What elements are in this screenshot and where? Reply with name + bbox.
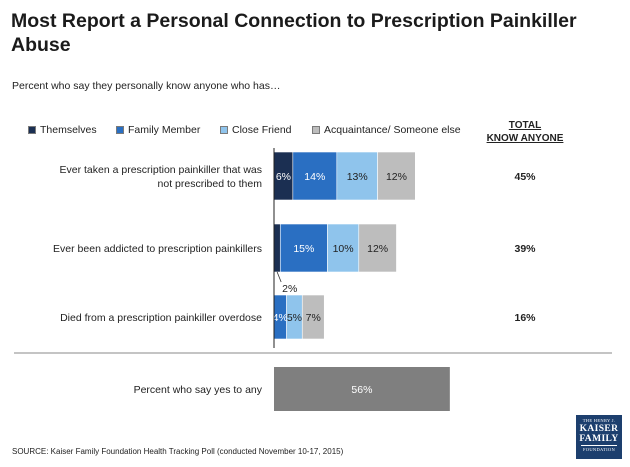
bar-value-label: 13% bbox=[347, 171, 368, 183]
logo-line-3: FAMILY bbox=[579, 434, 619, 444]
total-value: 39% bbox=[514, 243, 536, 255]
bar-value-label: 12% bbox=[386, 171, 407, 183]
legend-label-acquaintance: Acquaintance/ Someone else bbox=[324, 124, 461, 136]
bar-segment bbox=[336, 151, 378, 201]
legend-label-close-friend: Close Friend bbox=[232, 124, 292, 136]
callout-leader bbox=[276, 271, 282, 283]
bar-segment bbox=[327, 223, 360, 273]
category-label: Percent who say yes to any bbox=[134, 384, 263, 396]
bar-value-label: 4% bbox=[273, 312, 288, 324]
bar-segment bbox=[292, 151, 338, 201]
chart-subtitle: Percent who say they personally know any… bbox=[12, 80, 281, 92]
bar-value-label: 6% bbox=[276, 171, 291, 183]
legend-label-themselves: Themselves bbox=[40, 124, 97, 136]
any-bar-value-label: 56% bbox=[351, 384, 372, 396]
total-know-anyone-header: TOTAL KNOW ANYONE bbox=[480, 119, 570, 145]
logo-line-1: THE HENRY J. bbox=[582, 418, 616, 423]
category-label: Ever taken a prescription painkiller tha… bbox=[59, 164, 262, 190]
bar-segment bbox=[377, 151, 416, 201]
logo-line-2: KAISER bbox=[579, 424, 619, 434]
kff-logo: THE HENRY J. KAISER FAMILY FOUNDATION bbox=[576, 415, 622, 459]
logo-line-4: FOUNDATION bbox=[583, 447, 615, 452]
legend-swatch-family-member bbox=[116, 126, 124, 134]
logo-divider bbox=[581, 445, 617, 446]
source-note: SOURCE: Kaiser Family Foundation Health … bbox=[12, 447, 344, 456]
bar-segment bbox=[358, 223, 397, 273]
bar-value-label: 7% bbox=[306, 312, 321, 324]
bar-value-label: 10% bbox=[333, 243, 354, 255]
legend-label-family-member: Family Member bbox=[128, 124, 201, 136]
bar-value-label: 12% bbox=[367, 243, 388, 255]
total-header-line1: TOTAL bbox=[508, 120, 542, 131]
legend-swatch-acquaintance bbox=[312, 126, 320, 134]
bar-segment bbox=[279, 223, 328, 273]
bar-value-callout: 2% bbox=[282, 283, 297, 295]
bar-segment bbox=[301, 294, 325, 340]
total-value: 16% bbox=[514, 312, 536, 324]
bar-value-label: 5% bbox=[287, 312, 302, 324]
category-label: Ever been addicted to prescription paink… bbox=[53, 243, 262, 255]
category-label: Died from a prescription painkiller over… bbox=[60, 312, 262, 324]
chart-title: Most Report a Personal Connection to Pre… bbox=[11, 10, 577, 56]
any-bar bbox=[274, 367, 450, 411]
total-value: 45% bbox=[514, 171, 536, 183]
bar-value-label: 15% bbox=[293, 243, 314, 255]
legend-swatch-close-friend bbox=[220, 126, 228, 134]
legend-swatch-themselves bbox=[28, 126, 36, 134]
bar-segment bbox=[273, 223, 281, 273]
bar-value-label: 14% bbox=[304, 171, 325, 183]
total-header-line2: KNOW ANYONE bbox=[486, 133, 564, 144]
